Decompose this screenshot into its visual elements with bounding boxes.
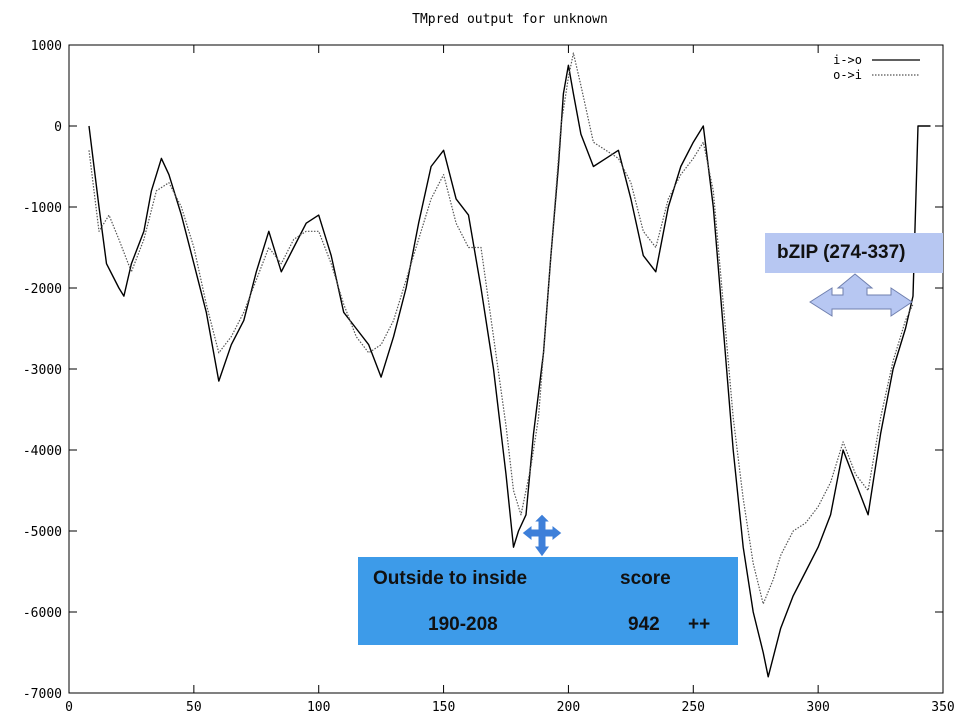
bzip-arrow xyxy=(809,273,913,317)
bzip-box: bZIP (274-337) xyxy=(765,233,943,273)
legend: i->o o->i xyxy=(833,53,920,82)
outside-inside-label: Outside to inside xyxy=(373,568,528,589)
bzip-label: bZIP (274-337) xyxy=(777,242,906,263)
score-label: score xyxy=(620,568,671,589)
series-line-o-i xyxy=(88,52,914,605)
legend-label-o-i: o->i xyxy=(833,68,862,82)
x-tick-label: 300 xyxy=(806,700,829,715)
chart-title: TMpred output for unknown xyxy=(412,12,608,27)
x-tick-label: 250 xyxy=(682,700,705,715)
x-axis: 0 50 100 150 200 250 300 350 xyxy=(65,45,955,715)
x-tick-label: 200 xyxy=(557,700,580,715)
y-tick-label: -1000 xyxy=(23,201,62,216)
x-tick-label: 350 xyxy=(931,700,954,715)
y-axis: 1000 0 -1000 -2000 -3000 -4000 -5000 -6000 -7000 xyxy=(23,39,943,702)
x-tick-label: 150 xyxy=(432,700,455,715)
score-mark: ++ xyxy=(688,614,711,635)
y-tick-label: 0 xyxy=(54,120,62,135)
x-tick-label: 0 xyxy=(65,700,73,715)
y-tick-label: -6000 xyxy=(23,606,62,621)
y-tick-label: -5000 xyxy=(23,525,62,540)
y-tick-label: -2000 xyxy=(23,282,62,297)
score-value: 942 xyxy=(628,614,660,635)
y-tick-label: 1000 xyxy=(31,39,62,54)
x-tick-label: 50 xyxy=(186,700,202,715)
series-line-i-o xyxy=(88,64,931,678)
series-layer xyxy=(88,52,931,678)
y-tick-label: -3000 xyxy=(23,363,62,378)
outside-inside-box: Outside to inside score 190-208 942 ++ xyxy=(358,557,738,645)
y-tick-label: -4000 xyxy=(23,444,62,459)
x-tick-label: 100 xyxy=(307,700,330,715)
range-label: 190-208 xyxy=(428,614,498,635)
y-tick-label: -7000 xyxy=(23,687,62,702)
legend-label-i-o: i->o xyxy=(833,53,862,67)
outside-inside-arrow xyxy=(521,513,563,558)
